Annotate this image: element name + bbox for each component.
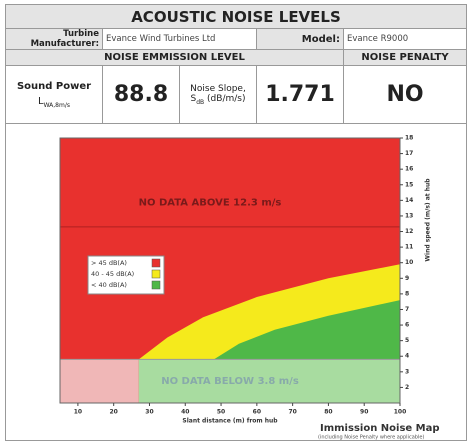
y-tick-label: 11 <box>405 244 413 251</box>
legend-swatch <box>151 280 161 290</box>
x-tick-label: 100 <box>394 409 407 416</box>
value: 88.8 <box>102 65 180 124</box>
y-tick-label: 5 <box>405 337 409 344</box>
title: ACOUSTIC NOISE LEVELS <box>5 4 467 29</box>
no-data-band <box>138 359 400 403</box>
plot-border <box>59 137 401 404</box>
no-data-band <box>60 359 139 403</box>
legend <box>87 255 165 295</box>
y-tick-label: 7 <box>405 306 409 313</box>
y-tick-label: 12 <box>405 228 413 235</box>
annotation: NO DATA ABOVE 12.3 m/s <box>139 197 282 208</box>
cell: Sound Power LWA,8m/s <box>5 65 103 124</box>
subscript: dB <box>196 98 205 106</box>
x-tick-label: 50 <box>217 409 225 416</box>
x-tick-label: 10 <box>74 409 82 416</box>
x-tick-label: 80 <box>324 409 332 416</box>
y-tick-label: 3 <box>405 368 409 375</box>
legend-label: > 45 dB(A) <box>91 259 127 267</box>
unit: (dB/m/s) <box>207 93 246 104</box>
label: Sound Power <box>16 80 92 92</box>
legend-swatch <box>151 269 161 279</box>
noise-table: ACOUSTIC NOISE LEVELS Turbine Manufactur… <box>5 4 467 124</box>
x-tick-label: 40 <box>181 409 189 416</box>
y-tick-label: 16 <box>405 166 413 173</box>
symbol: L <box>37 95 44 107</box>
legend-swatch <box>151 258 161 268</box>
y-tick-label: 6 <box>405 322 409 329</box>
x-tick-label: 90 <box>360 409 368 416</box>
y-tick-label: 17 <box>405 150 413 157</box>
chart-subtitle: (including Noise Penalty where applicabl… <box>318 435 424 441</box>
chart-frame <box>5 122 467 441</box>
x-tick-label: 60 <box>253 409 261 416</box>
legend-label: < 40 dB(A) <box>91 281 127 289</box>
label: Noise Slope, <box>190 83 246 94</box>
subscript: WA,8m/s <box>43 101 70 109</box>
y-tick-label: 8 <box>405 290 409 297</box>
y-axis-label: Wind speed (m/s) at hub <box>425 178 432 262</box>
y-tick-label: 2 <box>405 384 409 391</box>
annotation: NO DATA BELOW 3.8 m/s <box>161 376 299 387</box>
region <box>213 300 400 360</box>
x-tick-label: 70 <box>288 409 296 416</box>
x-tick-label: 30 <box>145 409 153 416</box>
cell: Noise Slope, SdB (dB/m/s) <box>179 65 257 124</box>
y-tick-label: 13 <box>405 212 413 219</box>
y-tick-label: 4 <box>405 353 409 360</box>
section: NOISE EMMISSION LEVEL <box>5 49 344 66</box>
value: NO <box>343 65 467 124</box>
y-tick-label: 14 <box>405 197 413 204</box>
y-tick-label: 18 <box>405 135 413 142</box>
value: 1.771 <box>256 65 344 124</box>
legend-label: 40 - 45 dB(A) <box>91 270 134 278</box>
y-tick-label: 10 <box>405 259 413 266</box>
y-tick-label: 9 <box>405 275 409 282</box>
x-axis-label: Slant distance (m) from hub <box>182 418 278 425</box>
y-tick-label: 15 <box>405 181 413 188</box>
chart-title: Immission Noise Map <box>320 423 440 434</box>
x-tick-label: 20 <box>110 409 118 416</box>
symbol: S <box>190 93 197 104</box>
